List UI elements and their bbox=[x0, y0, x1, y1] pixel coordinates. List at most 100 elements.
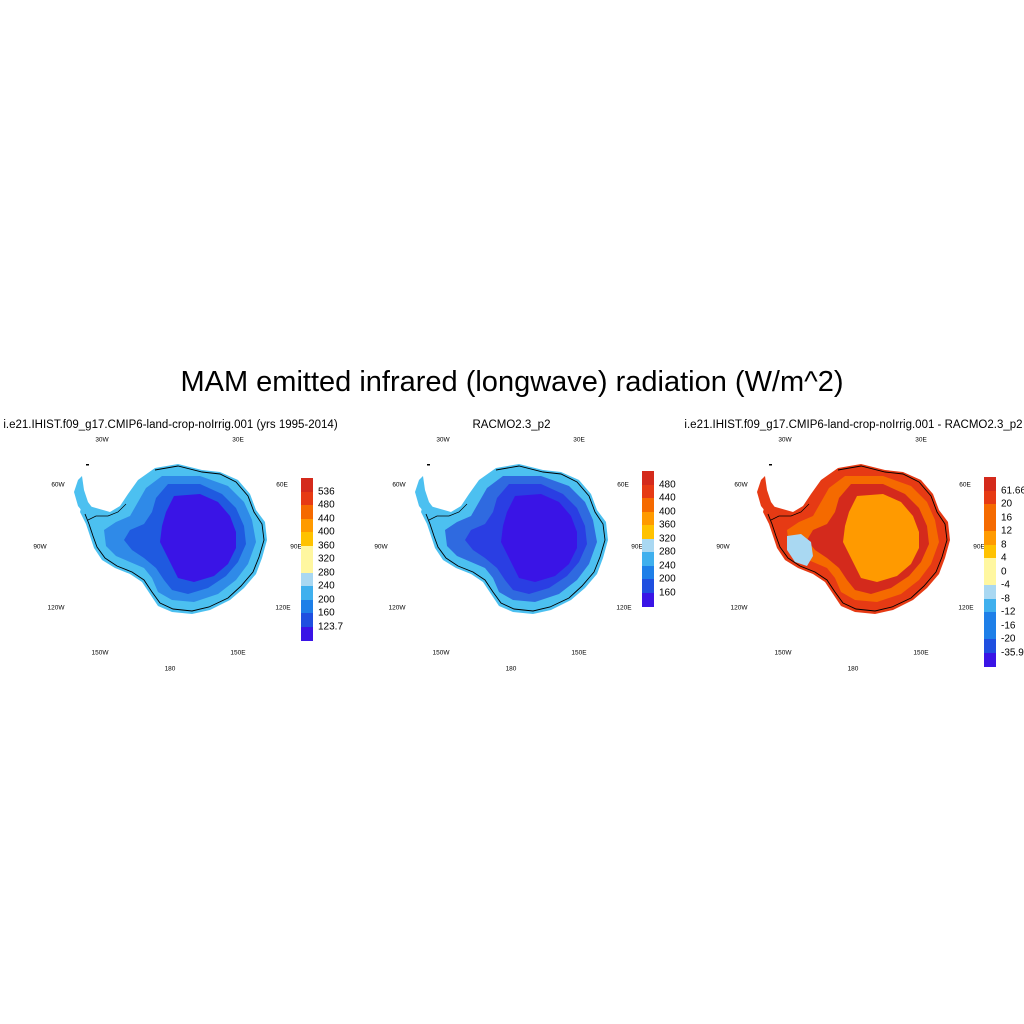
coastline bbox=[425, 465, 606, 612]
lon-label-90e: 90E bbox=[631, 543, 643, 551]
islet-marker bbox=[86, 464, 89, 466]
colorbar-tick-label: 4 bbox=[1001, 552, 1007, 564]
colorbar-swatch bbox=[642, 498, 654, 512]
lon-label-120e: 120E bbox=[958, 604, 974, 612]
colorbar-tick-label: 160 bbox=[318, 607, 335, 619]
lon-label-30e: 30E bbox=[232, 436, 244, 444]
colorbar-tick-label: 16 bbox=[1001, 512, 1013, 523]
antarctica-map bbox=[757, 464, 950, 614]
colorbar-swatch bbox=[301, 586, 313, 600]
lon-label-150e: 150E bbox=[230, 649, 246, 657]
colorbar-swatch bbox=[984, 571, 996, 586]
colorbar-tick-label: 320 bbox=[659, 533, 676, 544]
panel-title: RACMO2.3_p2 bbox=[472, 419, 551, 431]
lon-label-90w: 90W bbox=[716, 543, 730, 551]
colorbar-swatch bbox=[301, 532, 313, 546]
lon-label-30e: 30E bbox=[915, 436, 927, 444]
region-cool bbox=[787, 534, 813, 566]
colorbar-swatch bbox=[984, 558, 996, 572]
coastline bbox=[84, 465, 265, 612]
colorbar-tick-label: 320 bbox=[318, 553, 335, 565]
colorbar-tick-label: -4 bbox=[1001, 579, 1010, 591]
colorbar-swatch bbox=[642, 471, 654, 485]
ice-shelf-line bbox=[87, 503, 127, 521]
colorbar-tick-label: 240 bbox=[318, 580, 335, 592]
region-peninsula bbox=[757, 476, 777, 516]
lon-label-30e: 30E bbox=[573, 436, 585, 444]
lon-label-90e: 90E bbox=[973, 543, 985, 551]
islet-marker bbox=[769, 464, 772, 466]
colorbar-swatch bbox=[301, 626, 313, 641]
colorbar-swatch bbox=[984, 490, 996, 505]
colorbar-swatch bbox=[642, 565, 654, 580]
colorbar-tick-label: -35.94 bbox=[1001, 647, 1024, 658]
colorbar-swatch bbox=[301, 505, 313, 519]
colorbar-tick-label: 280 bbox=[659, 546, 676, 558]
colorbar-swatch bbox=[984, 625, 996, 640]
ice-shelf-line bbox=[770, 503, 810, 521]
colorbar-tick-label: 360 bbox=[318, 540, 335, 551]
colorbar-swatch bbox=[984, 477, 996, 491]
panel-title: i.e21.IHIST.f09_g17.CMIP6-land-crop-noIr… bbox=[684, 419, 1023, 431]
lon-label-60e: 60E bbox=[617, 481, 629, 489]
colorbar-swatch bbox=[642, 525, 654, 539]
colorbar-tick-label: 12 bbox=[1001, 525, 1013, 537]
region-peninsula bbox=[74, 476, 94, 516]
colorbar-swatch bbox=[301, 599, 313, 614]
islet-marker bbox=[427, 464, 430, 466]
colorbar-tick-label: 160 bbox=[659, 587, 676, 598]
lon-label-120w: 120W bbox=[730, 604, 748, 612]
colorbar-tick-label: 536 bbox=[318, 486, 335, 497]
region-peninsula bbox=[415, 476, 435, 516]
colorbar-swatch bbox=[301, 572, 313, 587]
lon-label-150w: 150W bbox=[774, 649, 792, 657]
lon-label-60w: 60W bbox=[392, 481, 406, 489]
colorbar-tick-label: -20 bbox=[1001, 633, 1016, 645]
colorbar-tick-label: 200 bbox=[318, 594, 335, 605]
lon-label-30w: 30W bbox=[778, 436, 792, 444]
map-panel-difference: i.e21.IHIST.f09_g17.CMIP6-land-crop-noIr… bbox=[683, 415, 1024, 685]
colorbar-tick-label: 123.7 bbox=[318, 621, 344, 632]
colorbar-swatch bbox=[984, 504, 996, 518]
colorbar-swatch bbox=[984, 531, 996, 545]
lon-label-120w: 120W bbox=[47, 604, 65, 612]
colorbar-tick-label: -12 bbox=[1001, 606, 1016, 618]
colorbar-tick-label: 360 bbox=[659, 519, 676, 531]
lon-label-150w: 150W bbox=[91, 649, 109, 657]
ice-shelf-line bbox=[428, 503, 468, 521]
colorbar-tick-label: -8 bbox=[1001, 593, 1010, 604]
lon-label-180: 180 bbox=[164, 665, 176, 673]
lon-label-120e: 120E bbox=[616, 604, 632, 612]
colorbar-tick-label: 480 bbox=[659, 479, 676, 490]
lon-label-120e: 120E bbox=[275, 604, 291, 612]
colorbar-swatch bbox=[301, 613, 313, 627]
colorbar-swatch bbox=[984, 517, 996, 532]
colorbar-swatch bbox=[301, 478, 313, 492]
colorbar-tick-label: 480 bbox=[318, 499, 335, 511]
lon-label-60w: 60W bbox=[51, 481, 65, 489]
lon-label-60e: 60E bbox=[959, 481, 971, 489]
region-core bbox=[843, 494, 919, 582]
colorbar-swatch bbox=[984, 612, 996, 626]
colorbar-swatch bbox=[642, 538, 654, 553]
panel-title: i.e21.IHIST.f09_g17.CMIP6-land-crop-noIr… bbox=[3, 419, 338, 431]
colorbar-swatch bbox=[301, 491, 313, 506]
colorbar-swatch bbox=[301, 518, 313, 533]
lon-label-90e: 90E bbox=[290, 543, 302, 551]
lon-label-90w: 90W bbox=[374, 543, 388, 551]
colorbar-tick-label: 280 bbox=[318, 567, 335, 578]
lon-label-90w: 90W bbox=[33, 543, 47, 551]
colorbar-swatch bbox=[642, 592, 654, 607]
lon-label-150e: 150E bbox=[913, 649, 929, 657]
lon-label-150w: 150W bbox=[432, 649, 450, 657]
colorbar-swatch bbox=[984, 544, 996, 559]
colorbar-swatch bbox=[984, 639, 996, 653]
colorbar-swatch bbox=[642, 552, 654, 566]
colorbar-tick-label: 440 bbox=[659, 492, 676, 504]
colorbar-tick-label: 20 bbox=[1001, 498, 1013, 510]
colorbar-tick-label: -16 bbox=[1001, 620, 1016, 631]
lon-label-150e: 150E bbox=[571, 649, 587, 657]
map-panel-model: i.e21.IHIST.f09_g17.CMIP6-land-crop-noIr… bbox=[0, 415, 344, 685]
colorbar-tick-label: 61.66 bbox=[1001, 485, 1024, 496]
colorbar-tick-label: 240 bbox=[659, 560, 676, 571]
